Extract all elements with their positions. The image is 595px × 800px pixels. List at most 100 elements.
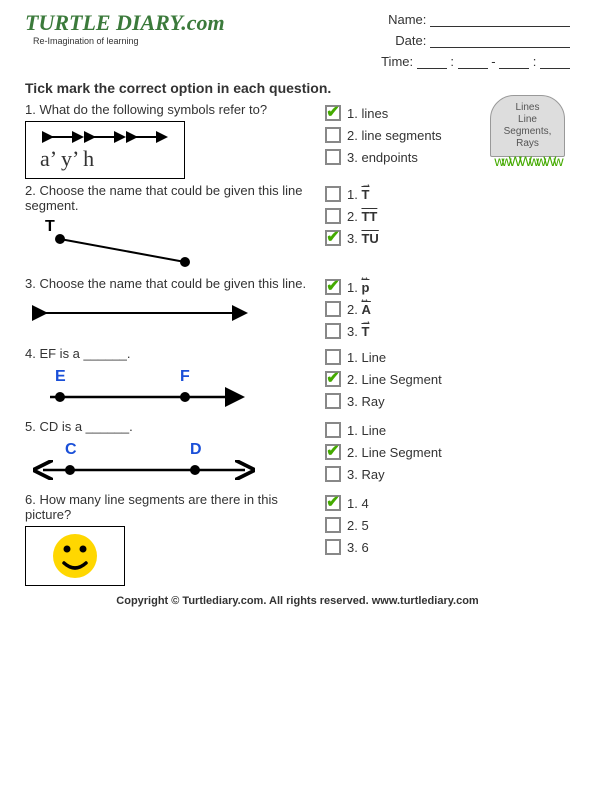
- checkbox[interactable]: [325, 495, 341, 511]
- figure: E F: [25, 365, 325, 415]
- option[interactable]: 1. lines: [325, 102, 505, 124]
- figure: T: [25, 217, 325, 272]
- checkbox[interactable]: [325, 208, 341, 224]
- checkbox[interactable]: [325, 105, 341, 121]
- option[interactable]: 3. Ray: [325, 390, 505, 412]
- option[interactable]: 1. Line: [325, 419, 505, 441]
- checkbox[interactable]: [325, 230, 341, 246]
- figure: [25, 526, 325, 589]
- option-label: Ray: [361, 394, 384, 409]
- option-num: 1.: [347, 106, 361, 121]
- option-label: ↔p: [361, 280, 369, 295]
- option-label: Line: [361, 423, 386, 438]
- svg-text:C: C: [65, 441, 77, 458]
- checkbox[interactable]: [325, 301, 341, 317]
- option-label: Line: [361, 350, 386, 365]
- options: 1. 4 2. 5 3. 6: [325, 492, 505, 558]
- option[interactable]: 1. ↔p: [325, 276, 505, 298]
- option-label: endpoints: [361, 150, 417, 165]
- option[interactable]: 1. 4: [325, 492, 505, 514]
- svg-text:D: D: [190, 441, 202, 458]
- line-figure: [25, 295, 255, 330]
- option[interactable]: 3. endpoints: [325, 146, 505, 168]
- options: 1. Line 2. Line Segment 3. Ray: [325, 346, 505, 412]
- options: 1. lines 2. line segments 3. endpoints: [325, 102, 505, 168]
- option-num: 1.: [347, 423, 361, 438]
- option[interactable]: 1. →T: [325, 183, 505, 205]
- checkbox[interactable]: [325, 444, 341, 460]
- checkbox[interactable]: [325, 127, 341, 143]
- option-label: line segments: [361, 128, 441, 143]
- options: 1. ↔p 2. ↔A 3. →T: [325, 276, 505, 342]
- checkbox[interactable]: [325, 149, 341, 165]
- option[interactable]: 2. line segments: [325, 124, 505, 146]
- option-num: 2.: [347, 128, 361, 143]
- option-label: lines: [361, 106, 388, 121]
- checkbox[interactable]: [325, 349, 341, 365]
- question-text: 1. What do the following symbols refer t…: [25, 102, 325, 117]
- student-info: Name: Date: Time: : - :: [381, 10, 570, 72]
- question-text: 4. EF is a ______.: [25, 346, 325, 361]
- option-label: 6: [361, 540, 368, 555]
- svg-text:T: T: [45, 218, 55, 235]
- option-label: TU: [361, 231, 378, 246]
- option[interactable]: 3. →T: [325, 320, 505, 342]
- svg-text:F: F: [180, 368, 190, 385]
- option-label: →T: [361, 324, 369, 339]
- checkbox[interactable]: [325, 539, 341, 555]
- option-num: 3.: [347, 231, 361, 246]
- time-label: Time:: [381, 54, 413, 69]
- checkbox[interactable]: [325, 371, 341, 387]
- checkbox[interactable]: [325, 517, 341, 533]
- option-num: 1.: [347, 350, 361, 365]
- option[interactable]: 2. ↔A: [325, 298, 505, 320]
- question-text: 3. Choose the name that could be given t…: [25, 276, 325, 291]
- question: 5. CD is a ______. C D 1. Line 2. Line S…: [25, 419, 570, 488]
- options: 1. Line 2. Line Segment 3. Ray: [325, 419, 505, 485]
- option-num: 2.: [347, 372, 361, 387]
- option-label: 5: [361, 518, 368, 533]
- checkbox[interactable]: [325, 422, 341, 438]
- option[interactable]: 2. Line Segment: [325, 368, 505, 390]
- option[interactable]: 3. 6: [325, 536, 505, 558]
- checkbox[interactable]: [325, 279, 341, 295]
- option[interactable]: 2. Line Segment: [325, 441, 505, 463]
- footer: Copyright © Turtlediary.com. All rights …: [25, 595, 570, 607]
- question: 2. Choose the name that could be given t…: [25, 183, 570, 272]
- symbols-figure: a’ y’ h: [25, 121, 185, 179]
- option-label: →T: [361, 187, 369, 202]
- option-label: ↔A: [361, 302, 370, 317]
- option[interactable]: 1. Line: [325, 346, 505, 368]
- options: 1. →T 2. TT 3. TU: [325, 183, 505, 249]
- option-num: 3.: [347, 394, 361, 409]
- logo-text: TURTLE DIARY: [25, 10, 181, 35]
- checkbox[interactable]: [325, 393, 341, 409]
- figure: C D: [25, 438, 325, 488]
- figure: [25, 295, 325, 330]
- segment-figure: T: [25, 217, 225, 272]
- question: 1. What do the following symbols refer t…: [25, 102, 570, 179]
- option-num: 3.: [347, 150, 361, 165]
- option[interactable]: 2. TT: [325, 205, 505, 227]
- name-label: Name:: [388, 12, 426, 27]
- option-label: Ray: [361, 467, 384, 482]
- option-label: TT: [361, 209, 377, 224]
- option[interactable]: 3. TU: [325, 227, 505, 249]
- option[interactable]: 3. Ray: [325, 463, 505, 485]
- option-num: 3.: [347, 324, 361, 339]
- option-num: 2.: [347, 518, 361, 533]
- date-label: Date:: [395, 33, 426, 48]
- option-label: 4: [361, 496, 368, 511]
- option[interactable]: 2. 5: [325, 514, 505, 536]
- question-text: 2. Choose the name that could be given t…: [25, 183, 325, 213]
- option-num: 3.: [347, 540, 361, 555]
- option-num: 3.: [347, 467, 361, 482]
- checkbox[interactable]: [325, 466, 341, 482]
- checkbox[interactable]: [325, 323, 341, 339]
- question: 6. How many line segments are there in t…: [25, 492, 570, 589]
- grass-icon: wwWWwwWw: [490, 153, 565, 169]
- option-num: 1.: [347, 496, 361, 511]
- checkbox[interactable]: [325, 186, 341, 202]
- question: 4. EF is a ______. E F 1. Line 2. Line S…: [25, 346, 570, 415]
- smiley-figure: [25, 526, 125, 586]
